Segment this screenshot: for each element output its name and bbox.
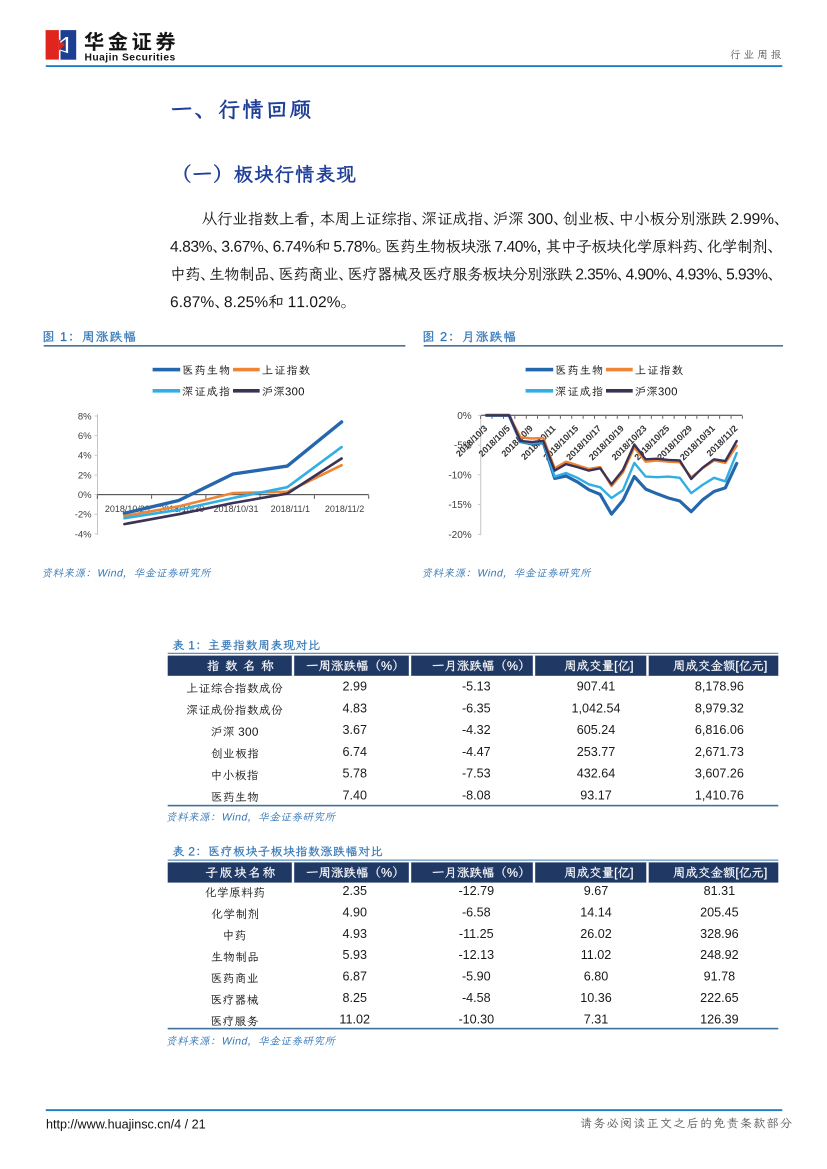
svg-text:1,042.54: 1,042.54 bbox=[571, 701, 620, 715]
svg-text:2%: 2% bbox=[78, 470, 92, 481]
svg-text:-5.13: -5.13 bbox=[462, 680, 491, 694]
svg-text:-4%: -4% bbox=[75, 529, 92, 540]
svg-text:-20%: -20% bbox=[448, 530, 471, 541]
svg-text:-4.32: -4.32 bbox=[462, 723, 491, 737]
svg-text:-10.30: -10.30 bbox=[458, 1013, 494, 1027]
svg-text:-5.90: -5.90 bbox=[462, 970, 491, 984]
svg-text:2018/11/2: 2018/11/2 bbox=[325, 504, 364, 514]
svg-text:6,816.06: 6,816.06 bbox=[695, 723, 744, 737]
svg-text:http://www.huajinsc.cn/4 / 21: http://www.huajinsc.cn/4 / 21 bbox=[46, 1118, 206, 1132]
svg-text:-4.58: -4.58 bbox=[462, 991, 491, 1005]
svg-text:-6.58: -6.58 bbox=[462, 905, 491, 919]
svg-text:432.64: 432.64 bbox=[577, 767, 616, 781]
svg-text:-4.47: -4.47 bbox=[462, 745, 491, 759]
svg-text:-12.79: -12.79 bbox=[458, 884, 494, 898]
svg-text:3,607.26: 3,607.26 bbox=[695, 767, 744, 781]
svg-text:-8.08: -8.08 bbox=[462, 788, 491, 802]
svg-text:0%: 0% bbox=[78, 490, 92, 501]
svg-text:2.99: 2.99 bbox=[342, 680, 367, 694]
svg-text:907.41: 907.41 bbox=[577, 680, 616, 694]
svg-text:7.40: 7.40 bbox=[342, 788, 367, 802]
svg-text:8%: 8% bbox=[78, 411, 92, 422]
svg-text:126.39: 126.39 bbox=[700, 1013, 739, 1027]
svg-text:93.17: 93.17 bbox=[580, 788, 612, 802]
svg-text:6.74: 6.74 bbox=[342, 745, 367, 759]
svg-text:8.25: 8.25 bbox=[342, 991, 367, 1005]
svg-text:5.78: 5.78 bbox=[342, 767, 367, 781]
svg-text:10.36: 10.36 bbox=[580, 991, 612, 1005]
svg-text:-11.25: -11.25 bbox=[459, 927, 494, 941]
svg-text:11.02: 11.02 bbox=[339, 1013, 370, 1027]
svg-text:2018/10/29: 2018/10/29 bbox=[105, 504, 150, 514]
svg-text:14.14: 14.14 bbox=[580, 905, 612, 919]
svg-text:2.35: 2.35 bbox=[342, 884, 367, 898]
svg-text:8,178.96: 8,178.96 bbox=[695, 680, 744, 694]
svg-text:605.24: 605.24 bbox=[577, 723, 616, 737]
svg-text:5.93: 5.93 bbox=[342, 948, 367, 962]
svg-text:0%: 0% bbox=[457, 411, 472, 422]
svg-text:-15%: -15% bbox=[448, 500, 471, 511]
svg-text:8,979.32: 8,979.32 bbox=[695, 701, 744, 715]
svg-text:81.31: 81.31 bbox=[704, 884, 736, 898]
svg-text:9.67: 9.67 bbox=[584, 884, 609, 898]
svg-text:1,410.76: 1,410.76 bbox=[695, 788, 744, 802]
svg-text:3.67: 3.67 bbox=[342, 723, 367, 737]
svg-text:11.02: 11.02 bbox=[581, 948, 612, 962]
svg-text:2,671.73: 2,671.73 bbox=[695, 745, 744, 759]
svg-text:2018/10/31: 2018/10/31 bbox=[213, 504, 258, 514]
svg-text:7.31: 7.31 bbox=[584, 1013, 609, 1027]
svg-text:Huajin Securities: Huajin Securities bbox=[85, 52, 176, 63]
svg-text:6.80: 6.80 bbox=[584, 970, 609, 984]
svg-text:4.83: 4.83 bbox=[342, 701, 367, 715]
svg-text:-7.53: -7.53 bbox=[462, 767, 491, 781]
svg-text:91.78: 91.78 bbox=[704, 970, 736, 984]
svg-text:-12.13: -12.13 bbox=[458, 948, 494, 962]
svg-text:-2%: -2% bbox=[75, 510, 92, 521]
svg-text:4.93: 4.93 bbox=[342, 927, 367, 941]
svg-text:6%: 6% bbox=[78, 431, 92, 442]
svg-text:205.45: 205.45 bbox=[700, 905, 739, 919]
svg-text:4%: 4% bbox=[78, 451, 92, 462]
svg-text:2018/11/1: 2018/11/1 bbox=[271, 504, 310, 514]
svg-text:328.96: 328.96 bbox=[700, 927, 739, 941]
svg-text:-10%: -10% bbox=[448, 470, 471, 481]
svg-text:26.02: 26.02 bbox=[580, 927, 612, 941]
svg-text:-6.35: -6.35 bbox=[462, 701, 491, 715]
svg-text:6.87: 6.87 bbox=[342, 970, 367, 984]
svg-text:-5%: -5% bbox=[454, 441, 472, 452]
svg-text:248.92: 248.92 bbox=[700, 948, 739, 962]
svg-text:253.77: 253.77 bbox=[577, 745, 616, 759]
svg-text:222.65: 222.65 bbox=[700, 991, 739, 1005]
svg-text:4.90: 4.90 bbox=[342, 905, 367, 919]
